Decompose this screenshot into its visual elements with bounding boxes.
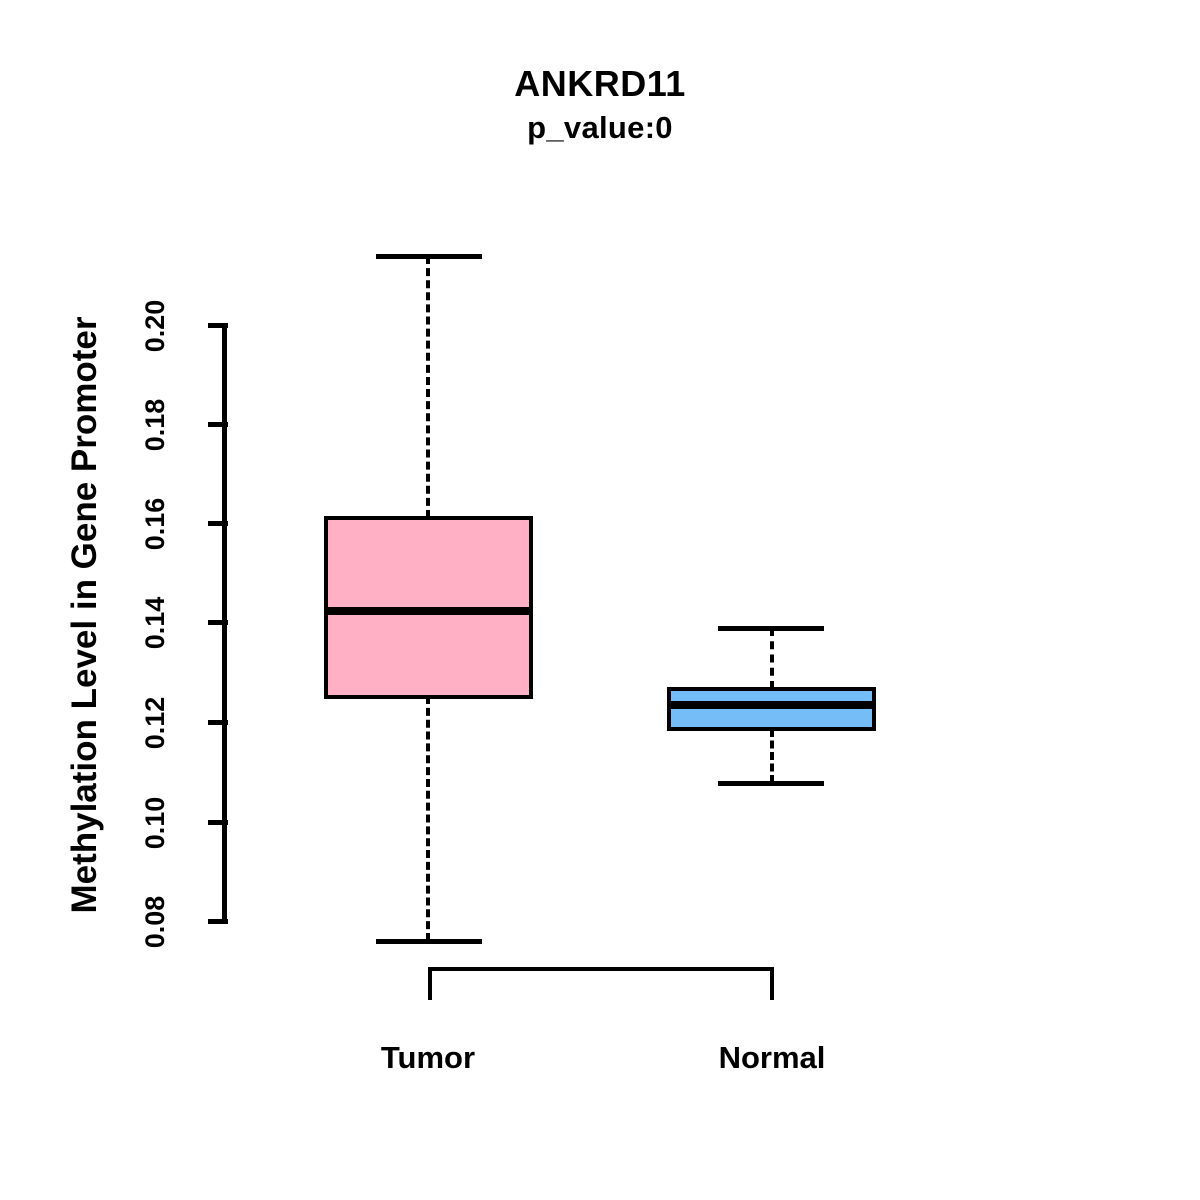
chart-subtitle-pvalue: p_value:0 (527, 110, 673, 145)
y-tick-label-0.18: 0.18 (140, 398, 170, 452)
y-tick-label-0.14: 0.14 (140, 596, 170, 650)
normal-box (667, 687, 876, 731)
y-tick-label-0.08: 0.08 (140, 895, 170, 949)
y-tick-mark-0.10 (208, 820, 228, 825)
tumor-upper-whisker-cap (376, 254, 482, 259)
normal-upper-whisker-stem (770, 628, 774, 689)
y-tick-mark-0.16 (208, 521, 228, 526)
y-tick-mark-0.08 (208, 919, 228, 924)
y-tick-label-0.12: 0.12 (140, 696, 170, 750)
tumor-lower-whisker-stem (426, 696, 430, 941)
normal-median-line (667, 701, 876, 709)
y-tick-mark-0.20 (208, 323, 228, 328)
normal-upper-whisker-cap (718, 626, 824, 631)
y-tick-mark-0.14 (208, 620, 228, 625)
x-tick-label-tumor: Tumor (380, 1040, 476, 1075)
y-axis-title: Methylation Level in Gene Promoter (65, 316, 104, 914)
chart-title-block: ANKRD11 p_value:0 (0, 62, 1200, 150)
y-tick-mark-0.18 (208, 422, 228, 427)
x-tick-label-normal: Normal (718, 1040, 826, 1075)
x-tick-mark-normal (770, 967, 774, 1000)
y-axis-title-wrapper: Methylation Level in Gene Promoter (55, 195, 115, 1035)
tumor-lower-whisker-cap (376, 939, 482, 944)
normal-lower-whisker-cap (718, 781, 824, 786)
tumor-upper-whisker-stem (426, 256, 430, 518)
x-axis-line (428, 967, 774, 971)
chart-title: ANKRD11 (514, 63, 686, 104)
normal-lower-whisker-stem (770, 729, 774, 783)
x-tick-mark-tumor (428, 967, 432, 1000)
tumor-median-line (324, 607, 533, 615)
y-tick-mark-0.12 (208, 720, 228, 725)
y-tick-label-0.16: 0.16 (140, 497, 170, 551)
y-tick-label-0.10: 0.10 (140, 796, 170, 850)
y-tick-label-0.20: 0.20 (140, 299, 170, 353)
